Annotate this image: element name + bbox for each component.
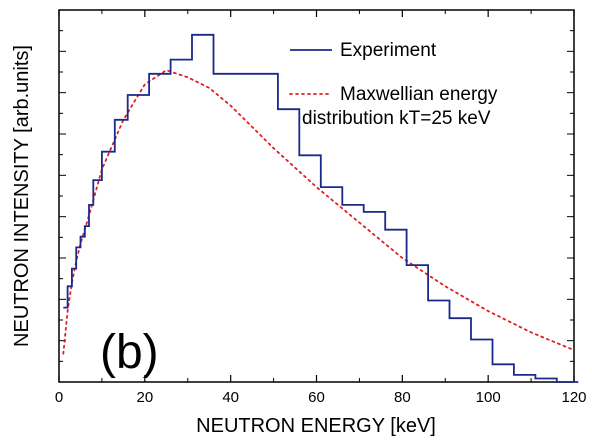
- legend: Experiment Maxwellian energy distribution …: [289, 40, 498, 129]
- legend-label: Maxwellian energy: [340, 84, 498, 105]
- legend-label: distribution kT=25 keV: [302, 108, 491, 129]
- x-tick-label: 80: [394, 389, 411, 406]
- y-axis-ticks: [59, 30, 574, 362]
- x-tick-label: 40: [222, 389, 239, 406]
- x-tick-label: 100: [476, 389, 501, 406]
- panel-label: (b): [100, 326, 159, 379]
- series-layer: [62, 33, 579, 383]
- series-step-experiment: [63, 33, 579, 383]
- x-axis-label: NEUTRON ENERGY [keV]: [196, 415, 436, 437]
- x-tick-label: 0: [55, 389, 63, 406]
- y-axis-label: NEUTRON INTENSITY [arb.units]: [11, 45, 33, 347]
- x-axis-ticks: 0 20 40 60 80 100 120: [55, 10, 587, 406]
- legend-label: Experiment: [340, 40, 437, 61]
- x-tick-label: 20: [136, 389, 153, 406]
- series-line-maxwellian: [62, 69, 575, 355]
- x-tick-label: 120: [561, 389, 586, 406]
- x-tick-label: 60: [308, 389, 325, 406]
